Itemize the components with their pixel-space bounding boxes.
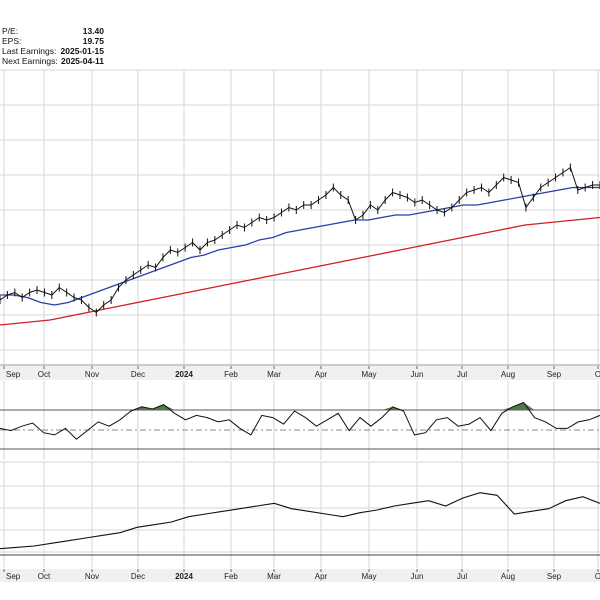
date-axis-tick-label: Mar (267, 370, 281, 379)
bottom-date-axis-tick-label: Sep (6, 572, 21, 581)
ma-long-line (0, 216, 600, 326)
bottom-date-axis-tick-label: Nov (85, 572, 99, 581)
oscillator-panel (0, 381, 600, 460)
bottom-date-axis-tick-label: Oct (38, 572, 51, 581)
bottom-date-axis-tick-label: Feb (224, 572, 238, 581)
date-axis-tick-label: Apr (315, 370, 328, 379)
bottom-date-axis-tick-label: Jul (457, 572, 467, 581)
oscillator-background (0, 381, 600, 460)
stat-value: 13.40 (83, 26, 105, 36)
stat-value: 2025-04-11 (61, 56, 104, 66)
date-axis-tick-label: O (595, 370, 600, 379)
date-axis-band: Sep Oct Nov Dec 2024 Feb Mar Apr May Jun Jul Aug Sep… (0, 366, 600, 380)
stat-value: 19.75 (83, 36, 105, 46)
bottom-date-axis-tick-label: Dec (131, 572, 145, 581)
bottom-date-axis-tick-label: 2024 (175, 572, 193, 581)
bottom-date-axis-tick-label: O (595, 572, 600, 581)
stat-label: Next Earnings: (2, 56, 58, 66)
price-line (0, 166, 600, 314)
stat-value: 2025-01-15 (61, 46, 105, 56)
date-axis-tick-label: Aug (501, 370, 515, 379)
bottom-date-axis-tick-label: Jun (411, 572, 424, 581)
date-axis-tick-label: May (361, 370, 376, 379)
relative-strength-panel (0, 461, 600, 568)
bottom-date-axis-tick-label: Mar (267, 572, 281, 581)
ma-short-line (0, 186, 600, 306)
date-axis-tick-label: Sep (547, 370, 562, 379)
oscillator-line (0, 401, 600, 440)
date-axis-tick-label: Nov (85, 370, 99, 379)
price-panel-series (0, 163, 600, 326)
date-axis-tick-label: Oct (38, 370, 51, 379)
stats-box: P/E: 13.40 EPS: 19.75 Last Earnings: 2025-01-… (2, 26, 104, 66)
date-axis-tick-label: Dec (131, 370, 145, 379)
bottom-date-axis-tick-label: Apr (315, 572, 328, 581)
price-panel-grid (0, 69, 600, 366)
date-axis-tick-label: Jul (457, 370, 467, 379)
bottom-date-axis-band: Sep Oct Nov Dec 2024 Feb Mar Apr May Jun Jul Aug Sep… (0, 569, 600, 582)
date-axis-tick-label: Feb (224, 370, 238, 379)
date-axis-band (0, 366, 600, 380)
stat-label: P/E: (2, 26, 18, 36)
stat-label: EPS: (2, 36, 21, 46)
bottom-date-axis-band (0, 569, 600, 582)
bottom-date-axis-tick-label: Aug (501, 572, 515, 581)
date-axis-tick-label: 2024 (175, 370, 193, 379)
bottom-date-axis-tick-label: May (361, 572, 376, 581)
date-axis-tick-label: Jun (411, 370, 424, 379)
bottom-date-axis-tick-label: Sep (547, 572, 562, 581)
date-axis-tick-label: Sep (6, 370, 21, 379)
relative-strength-line (0, 492, 600, 550)
stat-label: Last Earnings: (2, 46, 56, 56)
